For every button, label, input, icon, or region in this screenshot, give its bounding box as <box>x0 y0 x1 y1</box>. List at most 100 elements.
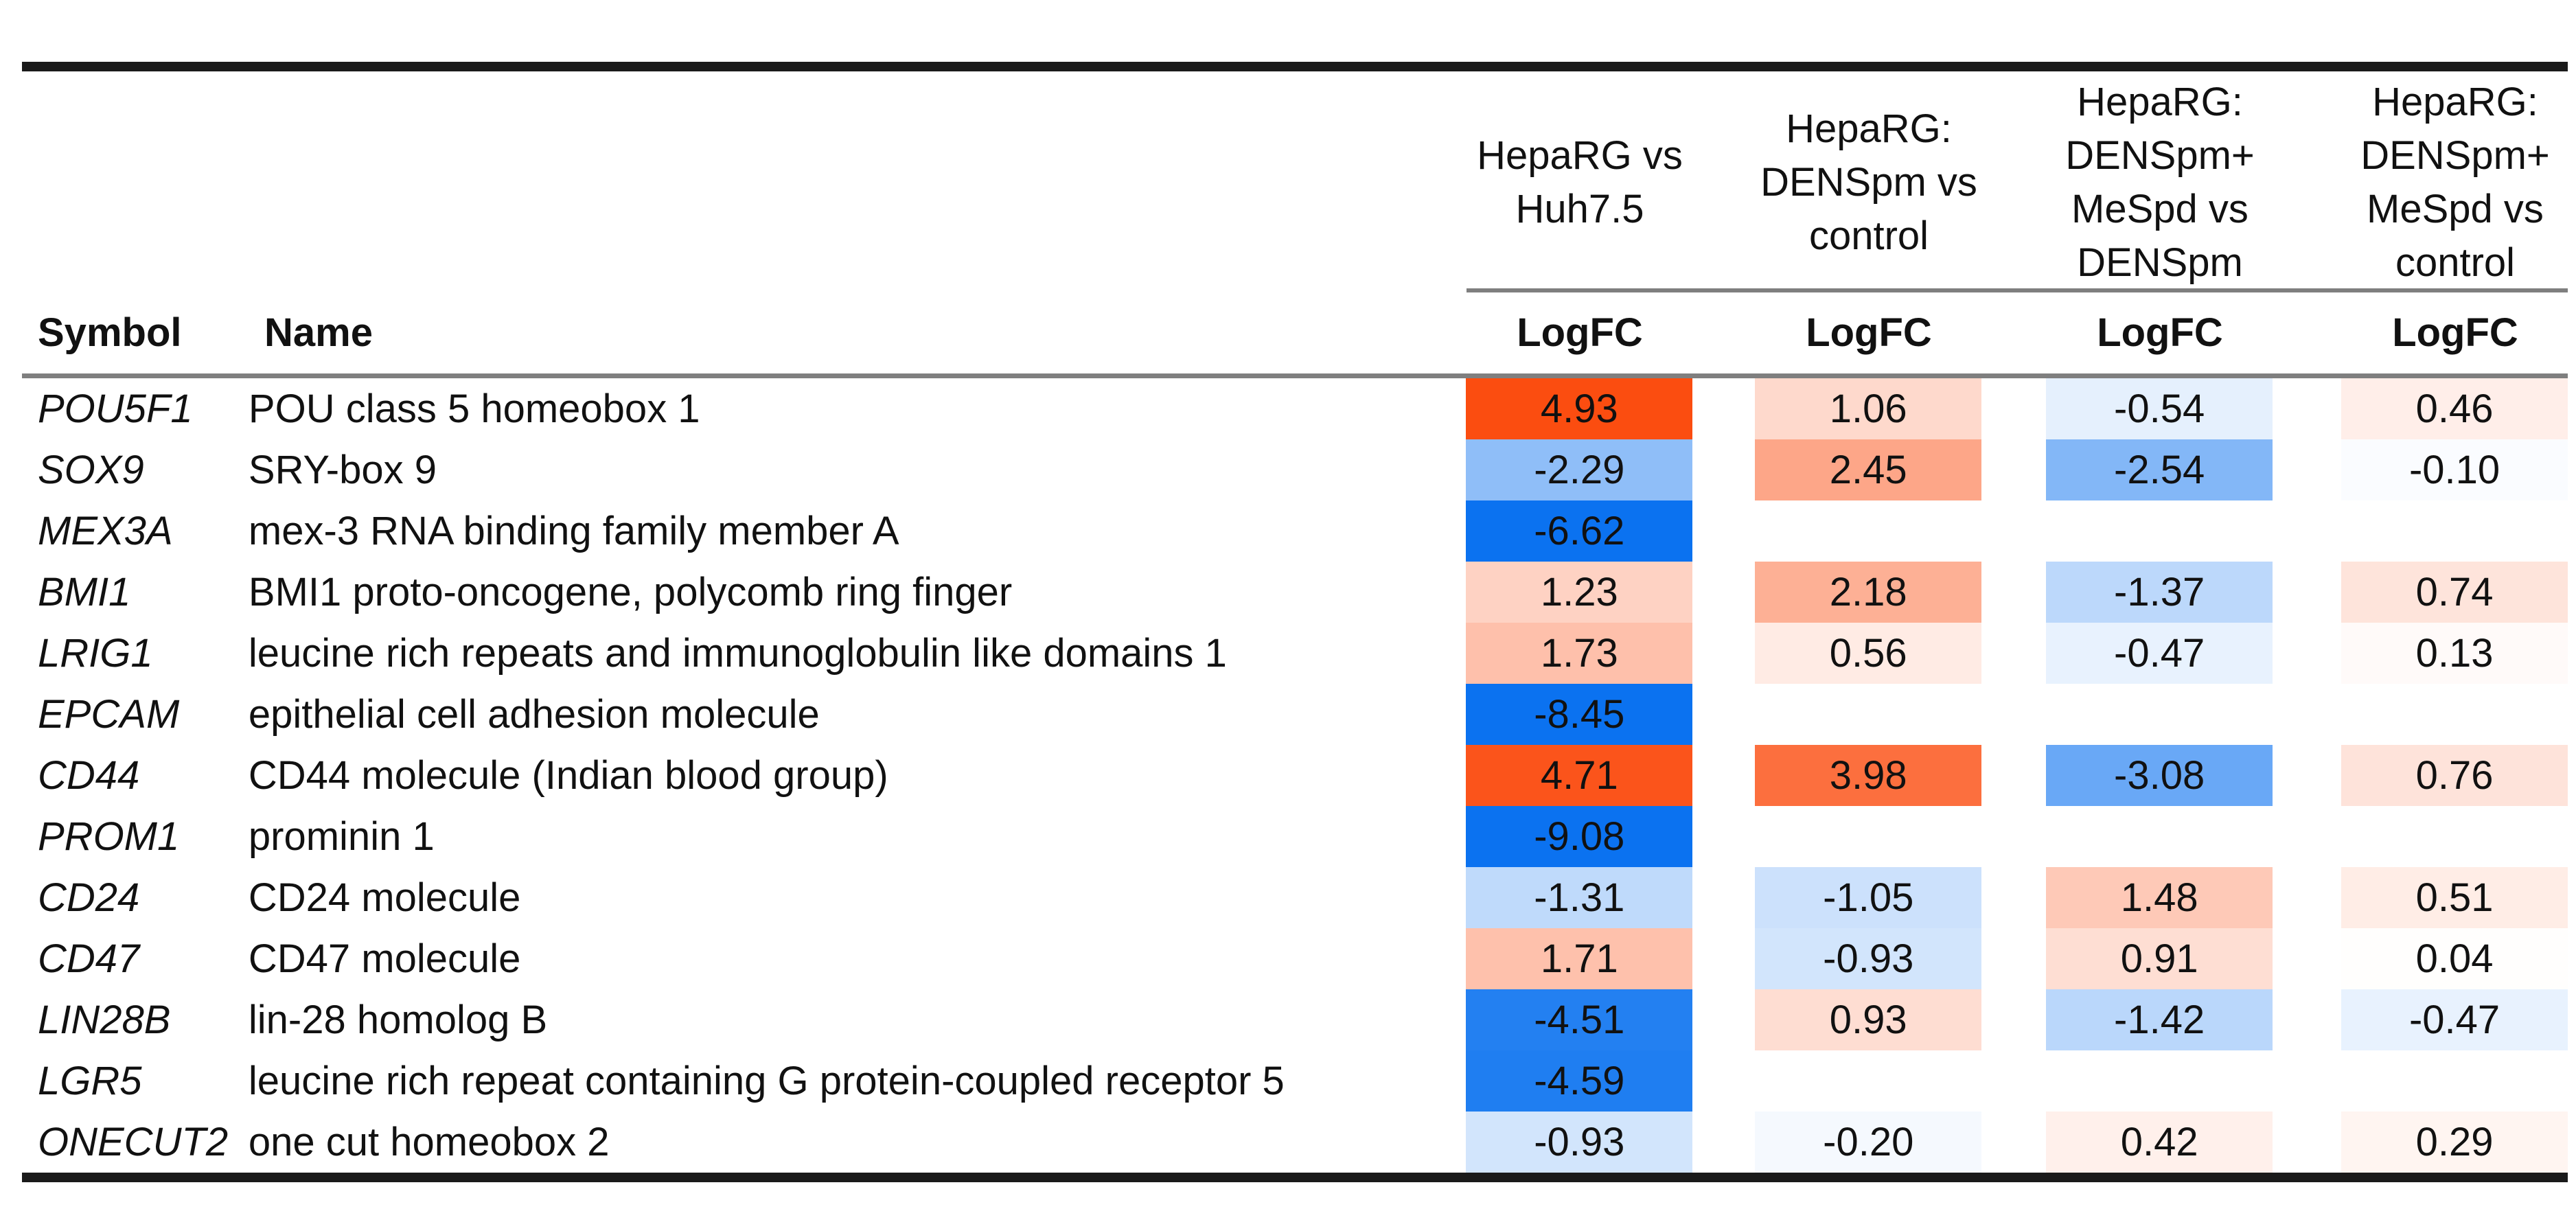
logfc-value-cell: 4.93 <box>1466 378 1693 439</box>
logfc-value-cell: 0.29 <box>2341 1112 2568 1173</box>
contrast-group-header-line: DENSpm+ <box>2065 133 2255 178</box>
contrast-group-header-line: HepaRG: <box>2372 80 2538 124</box>
table-row: SOX9 SRY-box 9 -2.29 2.45 -2.54 -0.10 <box>22 439 2568 500</box>
contrast-group-header-line: DENSpm <box>2077 240 2243 285</box>
logfc-value-cell: 0.56 <box>1755 623 1982 684</box>
contrast-group-header-line: DENSpm vs <box>1760 160 1977 205</box>
contrast-group-header-line: DENSpm+ <box>2360 133 2550 178</box>
table-row: LGR5 leucine rich repeat containing G pro… <box>22 1050 2568 1112</box>
logfc-value-cell: 0.04 <box>2341 928 2568 989</box>
logfc-value-cell: 1.71 <box>1466 928 1693 989</box>
logfc-value-cell: 4.71 <box>1466 745 1693 806</box>
logfc-value-cell <box>1755 1050 1981 1112</box>
logfc-value-cell: 0.42 <box>2046 1112 2273 1173</box>
logfc-value-cell: -8.45 <box>1466 684 1693 745</box>
logfc-value-cell: -2.29 <box>1466 439 1693 500</box>
gene-symbol-cell: LRIG1 <box>38 631 153 676</box>
logfc-value-cell: -1.37 <box>2046 562 2273 623</box>
logfc-value-cell: 0.93 <box>1755 989 1982 1050</box>
table-row: CD44 CD44 molecule (Indian blood group) 4.… <box>22 745 2568 806</box>
gene-symbol-cell: PROM1 <box>38 814 180 859</box>
gene-symbol-cell: ONECUT2 <box>38 1120 229 1164</box>
logfc-value-cell: 1.06 <box>1755 378 1982 439</box>
logfc-value-cell <box>1755 684 1981 745</box>
table-row: CD47 CD47 molecule 1.71 -0.93 0.91 0.04 <box>22 928 2568 989</box>
contrast-group-header: HepaRG vs Huh7.5 <box>1467 77 1693 288</box>
contrast-group-header-line: Huh7.5 <box>1515 187 1644 231</box>
logfc-value-cell: -0.47 <box>2341 989 2568 1050</box>
logfc-value-cell: -6.62 <box>1466 500 1693 562</box>
table-row: LIN28B lin-28 homolog B -4.51 0.93 -1.42 -0.4… <box>22 989 2568 1050</box>
table-row: CD24 CD24 molecule -1.31 -1.05 1.48 0.51 <box>22 867 2568 928</box>
logfc-value-cell: -4.59 <box>1466 1050 1693 1112</box>
logfc-value-cell: -0.93 <box>1466 1112 1693 1173</box>
table-bottom-border <box>22 1173 2568 1182</box>
gene-symbol-cell: SOX9 <box>38 448 144 492</box>
logfc-value-cell <box>2341 806 2568 867</box>
logfc-value-cell <box>1755 806 1981 867</box>
contrast-group-header-line: MeSpd vs <box>2071 187 2249 231</box>
logfc-value-cell: 1.48 <box>2046 867 2273 928</box>
logfc-value-cell: 3.98 <box>1755 745 1982 806</box>
contrast-group-header-line: control <box>1808 214 1929 258</box>
logfc-value-cell: 0.91 <box>2046 928 2273 989</box>
gene-symbol-cell: CD44 <box>38 753 140 798</box>
gene-name-cell: SRY-box 9 <box>248 448 437 492</box>
logfc-value-cell <box>2341 1050 2568 1112</box>
logfc-label: LogFC <box>2097 310 2223 355</box>
contrast-group-header-line: HepaRG vs <box>1477 133 1683 178</box>
gene-symbol-cell: POU5F1 <box>38 387 193 431</box>
logfc-value-cell <box>2341 684 2568 745</box>
logfc-overline-rule <box>1467 288 2568 292</box>
logfc-value-cell <box>2046 1050 2273 1112</box>
table-row: LRIG1 leucine rich repeats and immunoglob… <box>22 623 2568 684</box>
logfc-value-cell: 1.73 <box>1466 623 1693 684</box>
logfc-value-cell: -4.51 <box>1466 989 1693 1050</box>
logfc-value-cell: 1.23 <box>1466 562 1693 623</box>
gene-name-cell: CD47 molecule <box>248 936 521 981</box>
logfc-value-cell: -0.93 <box>1755 928 1982 989</box>
logfc-value-cell: -0.54 <box>2046 378 2273 439</box>
contrast-group-header: HepaRG: DENSpm vs control <box>1756 77 1982 288</box>
logfc-value-cell: 0.13 <box>2341 623 2568 684</box>
logfc-value-cell <box>2046 500 2273 562</box>
heatmap-table: Symbol Name HepaRG vs Huh7.5 LogFC HepaRG: D… <box>22 62 2568 1182</box>
logfc-value-cell <box>2046 684 2273 745</box>
table-row: MEX3A mex-3 RNA binding family member A -6… <box>22 500 2568 562</box>
logfc-value-cell: -3.08 <box>2046 745 2273 806</box>
contrast-group-header-line: MeSpd vs <box>2367 187 2544 231</box>
gene-name-cell: lin-28 homolog B <box>248 998 548 1042</box>
table-header: Symbol Name HepaRG vs Huh7.5 LogFC HepaRG: D… <box>22 71 2568 373</box>
logfc-value-cell: 0.51 <box>2341 867 2568 928</box>
contrast-group-header-line: control <box>2395 240 2516 285</box>
gene-name-cell: epithelial cell adhesion molecule <box>248 692 820 737</box>
gene-symbol-cell: CD47 <box>38 936 140 981</box>
gene-symbol-cell: LGR5 <box>38 1059 142 1103</box>
table-row: EPCAM epithelial cell adhesion molecule -8… <box>22 684 2568 745</box>
logfc-value-cell: 0.76 <box>2341 745 2568 806</box>
logfc-value-cell: 2.45 <box>1755 439 1982 500</box>
contrast-group-header-line: HepaRG: <box>2077 80 2243 124</box>
symbol-column-header: Symbol <box>38 310 182 355</box>
table-body: POU5F1 POU class 5 homeobox 1 4.93 1.06 -0.5… <box>22 378 2568 1173</box>
logfc-value-cell: -1.42 <box>2046 989 2273 1050</box>
logfc-value-cell: 2.18 <box>1755 562 1982 623</box>
gene-name-cell: prominin 1 <box>248 814 435 859</box>
logfc-value-cell: -9.08 <box>1466 806 1693 867</box>
logfc-value-cell: -0.10 <box>2341 439 2568 500</box>
logfc-value-cell: 0.74 <box>2341 562 2568 623</box>
logfc-value-cell: -1.05 <box>1755 867 1982 928</box>
gene-name-cell: CD24 molecule <box>248 875 521 920</box>
logfc-value-cell: -1.31 <box>1466 867 1693 928</box>
table-row: BMI1 BMI1 proto-oncogene, polycomb ring f… <box>22 562 2568 623</box>
logfc-value-cell: -0.20 <box>1755 1112 1982 1173</box>
logfc-label: LogFC <box>1806 310 1932 355</box>
gene-name-cell: POU class 5 homeobox 1 <box>248 387 700 431</box>
gene-name-cell: CD44 molecule (Indian blood group) <box>248 753 888 798</box>
header-separator-rule <box>22 373 2568 378</box>
gene-symbol-cell: EPCAM <box>38 692 180 737</box>
logfc-value-cell: -0.47 <box>2046 623 2273 684</box>
logfc-value-cell <box>1755 500 1981 562</box>
gene-name-cell: one cut homeobox 2 <box>248 1120 610 1164</box>
gene-name-cell: leucine rich repeats and immunoglobulin … <box>248 631 1227 676</box>
